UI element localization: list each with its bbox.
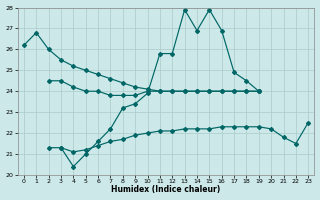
X-axis label: Humidex (Indice chaleur): Humidex (Indice chaleur) [111,185,221,194]
